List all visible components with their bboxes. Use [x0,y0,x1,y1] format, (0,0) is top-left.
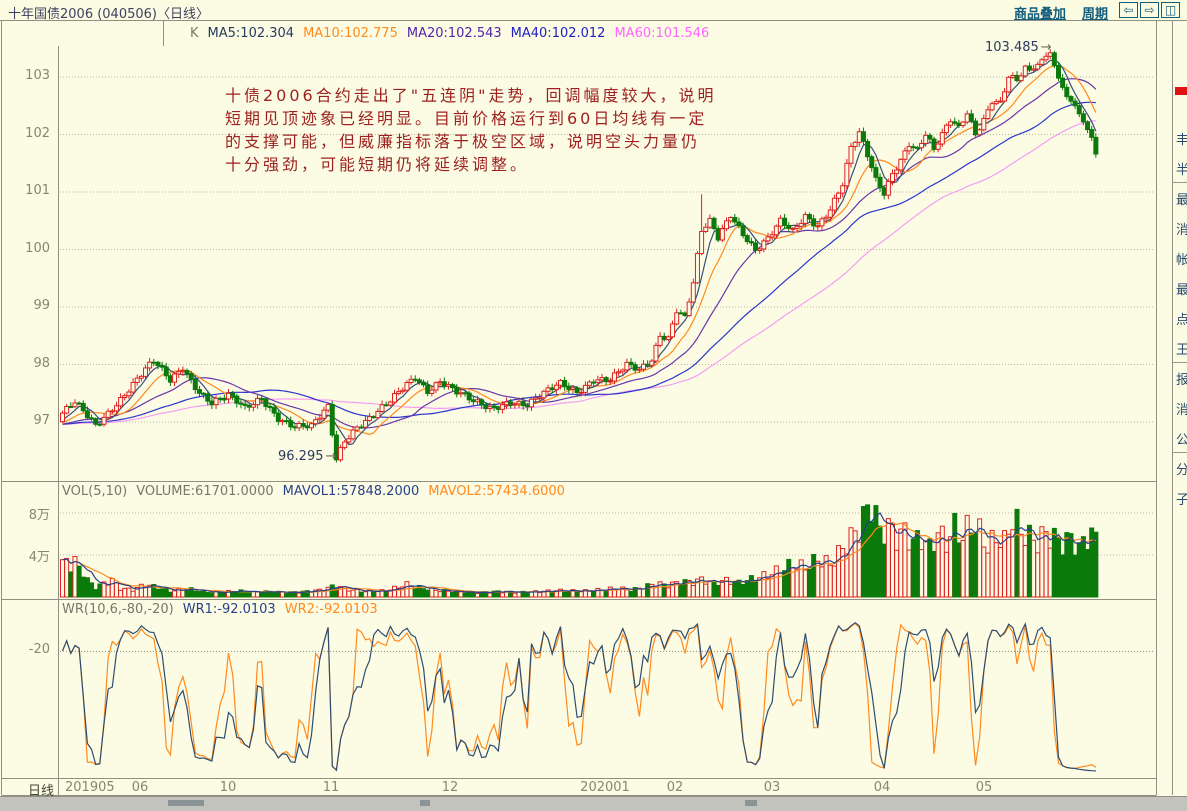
legend-item: WR(10,6,-80,-20) [62,602,174,617]
wr-indicator-legend: WR(10,6,-80,-20) WR1:-92.0103 WR2:-92.0103 [62,602,387,617]
forward-arrow-icon: ⇨ [1144,3,1155,17]
legend-item: WR1:-92.0103 [182,602,276,617]
split-window-button[interactable]: ◫ [1161,2,1180,18]
price-tick-label: 102 [25,125,50,141]
sidebar-item-clipped[interactable]: 点 [1176,313,1187,328]
sidebar-item-clipped[interactable]: 分 [1176,463,1187,478]
split-window-icon: ◫ [1164,3,1177,17]
sidebar-item-clipped[interactable]: 子 [1176,493,1187,508]
period-link[interactable]: 周期 [1082,7,1109,22]
sidebar-separator [1173,452,1187,453]
sidebar-item-clipped[interactable]: 王 [1176,343,1187,358]
sidebar-item-clipped[interactable]: 帐 [1176,253,1187,268]
wr-tick-label: -20 [28,642,50,658]
date-tick-label: 202001 [580,780,630,795]
back-arrow-icon: ⇦ [1123,3,1134,17]
volume-indicator-legend: VOL(5,10) VOLUME:61701.0000 MAVOL1:57848.2… [62,484,574,499]
legend-item: VOL(5,10) [62,484,128,499]
legend-item: MA20:102.543 [406,26,502,41]
peak-price-label: 103.485 [985,40,1052,55]
sidebar-item-clipped[interactable]: 消 [1176,403,1187,418]
sidebar-item-clipped[interactable]: 最 [1176,283,1187,298]
forward-arrow-button[interactable]: ⇨ [1140,2,1159,18]
legend-item: MA5:102.304 [207,26,295,41]
sidebar-item-clipped[interactable]: 消 [1176,223,1187,238]
legend-item: MAVOL1:57848.2000 [282,484,420,499]
legend-item: MA10:102.775 [303,26,398,41]
price-tick-label: 100 [25,240,50,256]
volume-tick-label: 4万 [28,550,50,565]
date-tick-label: 10 [219,780,237,795]
taskbar-fragment [420,800,430,806]
price-tick-label: 101 [25,183,50,198]
overlay-link[interactable]: 商品叠加 [1014,7,1067,22]
main-indicator-legend: K MA5:102.304 MA10:102.775 MA20:102.543 MA40… [190,26,718,41]
date-tick-label: 02 [666,780,684,795]
legend-k-label: K [190,26,199,41]
date-tick-label: 06 [131,780,149,795]
legend-item: WR2:-92.0103 [284,602,378,617]
price-tick-label: 99 [33,298,50,313]
annotation-line: 短期见顶迹象已经明显。目前价格运行到60日均线有一定 [225,109,708,128]
sidebar-item-clipped[interactable]: 报 [1176,373,1187,388]
trough-price-label: 96.295 [278,449,336,464]
price-tick-label: 97 [33,413,50,428]
period-cell[interactable]: 日线 [27,784,54,799]
price-tick-label: 103 [25,68,50,83]
date-tick-label: 12 [441,780,459,795]
volume-tick-label: 8万 [28,508,50,523]
annotation-line: 十分强劲，可能短期仍将延续调整。 [225,155,530,174]
annotation-line: 十债2006合约走出了"五连阴"走势，回调幅度较大，说明 [225,86,717,105]
taskbar-strip [0,796,1187,811]
analyst-annotation: 十债2006合约走出了"五连阴"走势，回调幅度较大，说明 短期见顶迹象已经明显。… [225,84,716,176]
date-tick-label: 04 [873,780,891,795]
price-tick-label: 98 [33,355,50,371]
right-sidebar-clipped: 丰半最消帐最点王报消公分子 [1173,21,1187,795]
legend-item: VOLUME:61701.0000 [136,484,274,499]
legend-item: MAVOL2:57434.6000 [428,484,565,499]
sidebar-item-clipped[interactable]: 公 [1176,433,1187,448]
instrument-title: 十年国债2006 (040506)〈日线〉 [8,7,209,22]
legend-item: MA40:102.012 [510,26,606,41]
sidebar-item-clipped[interactable]: 半 [1176,163,1187,178]
sidebar-item-clipped[interactable]: 丰 [1176,133,1187,148]
title-bar [0,0,1187,20]
sidebar-separator [1173,362,1187,363]
legend-item: MA60:101.546 [614,26,710,41]
date-tick-label: 201905 [65,780,115,795]
date-tick-label: 05 [975,780,993,795]
date-tick-label: 11 [322,780,340,795]
sidebar-red-marker [1175,87,1187,95]
sidebar-item-clipped[interactable]: 最 [1176,193,1187,208]
taskbar-fragment [745,800,757,806]
back-arrow-button[interactable]: ⇦ [1119,2,1138,18]
taskbar-fragment [168,800,204,806]
date-tick-label: 03 [763,780,781,795]
sidebar-separator [1173,182,1187,183]
annotation-line: 的支撑可能，但威廉指标落于极空区域，说明空头力量仍 [225,132,701,151]
